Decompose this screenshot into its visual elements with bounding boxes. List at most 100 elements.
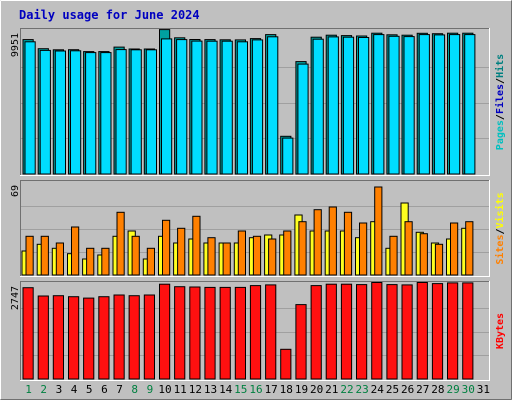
legend-entry: Pages xyxy=(495,120,506,150)
bar-visits-sites-day-13 xyxy=(207,237,216,276)
bar-hits-files-day-27 xyxy=(418,34,430,175)
day-label-5: 5 xyxy=(86,383,93,396)
bar-hits-files-day-11 xyxy=(176,39,188,175)
bar-visits-sites-day-15 xyxy=(237,230,247,276)
bar-visits-sites-day-10 xyxy=(162,219,171,276)
day-label-16: 16 xyxy=(249,383,262,396)
day-label-8: 8 xyxy=(131,383,138,396)
bar-hits-files-day-2 xyxy=(39,49,51,175)
legend-entry: Sites xyxy=(494,235,506,265)
bar-hits-files-day-18 xyxy=(282,137,294,175)
bar-hits-files-day-7 xyxy=(115,49,127,175)
bar-visits-sites-day-8 xyxy=(131,235,140,276)
bar-visits-sites-day-30 xyxy=(465,221,474,276)
bar-hits-files-day-24 xyxy=(373,34,385,175)
day-label-6: 6 xyxy=(101,383,108,396)
day-label-11: 11 xyxy=(174,383,187,396)
day-label-24: 24 xyxy=(371,383,385,396)
bar-kbytes-kbytes-day-25 xyxy=(386,284,398,380)
bar-visits-sites-day-26 xyxy=(404,221,413,276)
bar-visits-sites-day-7 xyxy=(116,211,125,276)
bar-hits-files-day-23 xyxy=(358,37,370,175)
legend-entry: KBytes xyxy=(495,313,506,349)
bar-kbytes-kbytes-day-2 xyxy=(37,295,49,380)
bar-kbytes-kbytes-day-29 xyxy=(447,282,459,380)
day-label-28: 28 xyxy=(431,383,444,396)
bar-kbytes-kbytes-day-13 xyxy=(204,286,216,380)
bar-visits-sites-day-28 xyxy=(434,243,444,276)
bar-hits-files-day-5 xyxy=(85,52,97,175)
day-label-20: 20 xyxy=(310,383,323,396)
bar-kbytes-kbytes-day-19 xyxy=(295,304,307,380)
day-label-4: 4 xyxy=(71,383,78,396)
bar-visits-sites-day-29 xyxy=(450,222,459,276)
bar-hits-files-day-15 xyxy=(236,41,249,175)
bar-kbytes-kbytes-day-5 xyxy=(83,297,95,380)
bar-kbytes-kbytes-day-9 xyxy=(143,294,156,380)
panel-visits-max-label: 69 xyxy=(10,185,21,197)
panel-kbytes-max-label: 2747 xyxy=(10,286,21,310)
bar-kbytes-kbytes-day-27 xyxy=(416,282,428,380)
day-label-13: 13 xyxy=(204,383,217,396)
day-label-18: 18 xyxy=(280,383,293,396)
bar-hits-files-day-9 xyxy=(145,49,158,175)
bar-hits-files-day-22 xyxy=(342,36,355,175)
day-label-31: 31 xyxy=(477,383,490,396)
panel-kbytes-legend: KBytes xyxy=(495,313,506,349)
bar-visits-sites-day-27 xyxy=(419,233,428,276)
bar-visits-sites-day-12 xyxy=(192,215,201,276)
bar-kbytes-kbytes-day-6 xyxy=(98,296,110,380)
bar-visits-sites-day-4 xyxy=(71,226,80,276)
bar-visits-sites-day-3 xyxy=(55,242,64,276)
day-label-7: 7 xyxy=(116,383,123,396)
bar-hits-files-day-28 xyxy=(433,34,446,175)
series-visits-sites xyxy=(25,186,474,276)
panel-hits-legend: Pages/Files/Hits xyxy=(494,54,506,150)
bar-kbytes-kbytes-day-24 xyxy=(371,282,383,380)
bar-visits-sites-day-9 xyxy=(146,247,156,276)
bar-hits-files-day-6 xyxy=(100,52,112,175)
panel-visits: 69 Sites/Visits xyxy=(10,180,506,277)
bar-kbytes-kbytes-day-23 xyxy=(356,284,368,380)
bar-hits-files-day-29 xyxy=(449,34,461,175)
day-label-30: 30 xyxy=(462,383,475,396)
bar-visits-sites-day-19 xyxy=(298,221,307,276)
bar-visits-sites-day-24 xyxy=(374,186,383,276)
day-label-9: 9 xyxy=(147,383,154,396)
bar-kbytes-kbytes-day-21 xyxy=(325,283,337,380)
legend-entry: Visits xyxy=(494,192,506,228)
bar-hits-files-day-16 xyxy=(251,39,264,175)
day-label-25: 25 xyxy=(386,383,399,396)
bar-hits-files-day-19 xyxy=(297,63,309,175)
panel-kbytes: 2747 KBytes xyxy=(10,281,506,381)
bar-kbytes-kbytes-day-7 xyxy=(113,294,125,380)
day-label-17: 17 xyxy=(265,383,278,396)
day-label-26: 26 xyxy=(401,383,414,396)
day-label-14: 14 xyxy=(219,383,233,396)
bar-hits-files-day-21 xyxy=(327,36,339,175)
bar-kbytes-kbytes-day-30 xyxy=(462,282,474,380)
day-label-23: 23 xyxy=(355,383,368,396)
panel-visits-legend: Sites/Visits xyxy=(494,192,506,264)
bar-kbytes-kbytes-day-26 xyxy=(401,284,413,380)
bar-hits-files-day-4 xyxy=(70,50,82,175)
day-label-1: 1 xyxy=(25,383,32,396)
bar-hits-files-day-26 xyxy=(403,36,415,175)
bar-kbytes-kbytes-day-1 xyxy=(22,287,34,380)
day-label-22: 22 xyxy=(340,383,353,396)
bar-hits-files-day-13 xyxy=(206,40,218,175)
bar-visits-sites-day-20 xyxy=(313,209,322,276)
bar-kbytes-kbytes-day-3 xyxy=(52,295,64,380)
bar-visits-sites-day-11 xyxy=(177,227,186,276)
day-label-12: 12 xyxy=(189,383,202,396)
bar-visits-sites-day-14 xyxy=(222,242,231,276)
day-label-19: 19 xyxy=(295,383,308,396)
bar-hits-files-day-20 xyxy=(312,38,324,175)
bar-kbytes-kbytes-day-11 xyxy=(174,286,186,380)
bar-visits-sites-day-22 xyxy=(343,211,353,276)
bar-hits-files-day-1 xyxy=(24,41,36,175)
bar-hits-files-day-12 xyxy=(191,40,203,175)
bar-visits-sites-day-2 xyxy=(40,235,49,276)
